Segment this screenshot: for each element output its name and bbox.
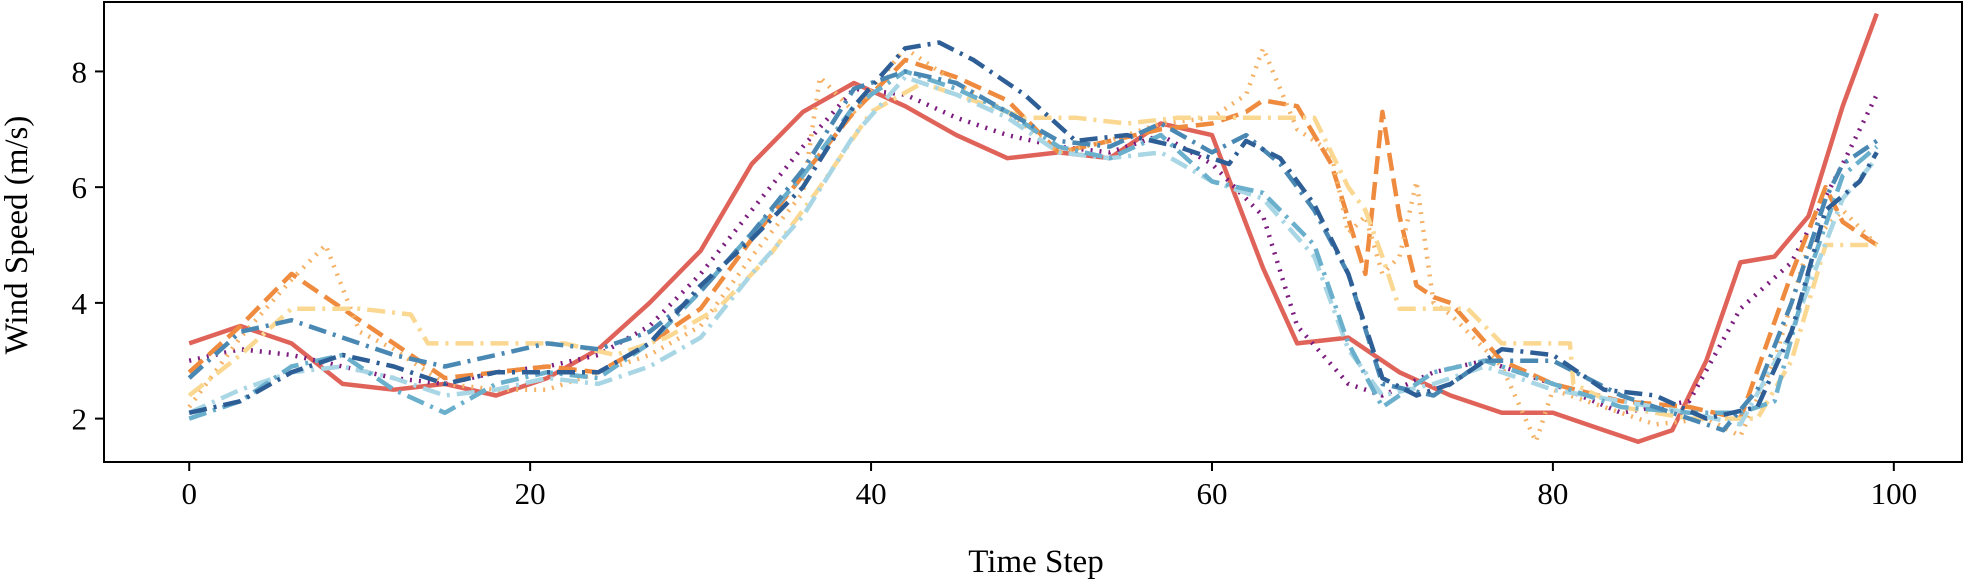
- series-line-8: [187, 69, 1879, 433]
- series-line-6: [188, 74, 1879, 427]
- series-line-5: [187, 80, 1877, 421]
- x-axis-label: Time Step: [968, 544, 1103, 580]
- x-axis: 0 20 40 60 80 100: [181, 462, 1917, 511]
- x-tick-label: 80: [1537, 476, 1568, 511]
- y-axis-label: Wind Speed (m/s): [0, 116, 35, 355]
- x-tick-label: 20: [515, 476, 546, 511]
- series-lines: [187, 12, 1879, 444]
- y-tick-label: 4: [72, 286, 88, 321]
- x-tick-label: 60: [1196, 476, 1227, 511]
- x-tick-label: 100: [1871, 476, 1918, 511]
- series-line-7: [188, 69, 1879, 421]
- y-tick-label: 2: [72, 402, 88, 437]
- x-tick-label: 40: [856, 476, 887, 511]
- y-axis: 2 4 6 8: [72, 54, 104, 437]
- x-tick-label: 0: [181, 476, 197, 511]
- series-line-9: [188, 40, 1879, 421]
- y-tick-label: 6: [72, 170, 88, 205]
- series-line-2: [188, 86, 1879, 416]
- y-tick-label: 8: [72, 54, 88, 89]
- series-line-3: [187, 57, 1879, 421]
- plot-frame: [103, 1, 1963, 463]
